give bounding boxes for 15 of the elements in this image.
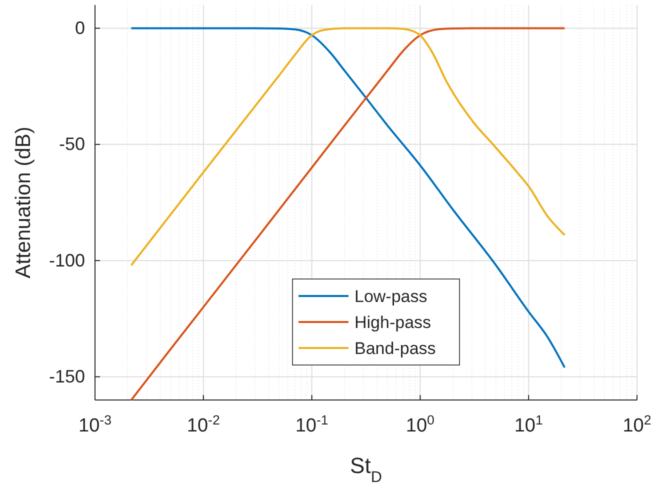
legend-label: Band-pass xyxy=(354,338,436,358)
x-tick-label: 10$^{-2}$ xyxy=(186,412,220,436)
y-tick-label: -50 xyxy=(58,134,85,154)
x-tick-label: 10$^{-1}$ xyxy=(295,412,328,436)
x-tick-label: 10$^{2}$ xyxy=(622,412,652,436)
y-tick-label: 0 xyxy=(74,18,85,38)
y-axis-title: Attenuation (dB) xyxy=(12,126,35,278)
x-axis-title: St$_{D}$ xyxy=(350,453,382,485)
legend-label: High-pass xyxy=(354,312,432,332)
legend-label: Low-pass xyxy=(354,286,428,306)
y-tick-label: -100 xyxy=(48,250,85,270)
x-tick-label: 10$^{-3}$ xyxy=(78,412,112,436)
y-tick-label: -150 xyxy=(48,366,85,387)
x-tick-label: 10$^{0}$ xyxy=(406,412,434,436)
x-tick-label: 10$^{1}$ xyxy=(514,412,543,436)
